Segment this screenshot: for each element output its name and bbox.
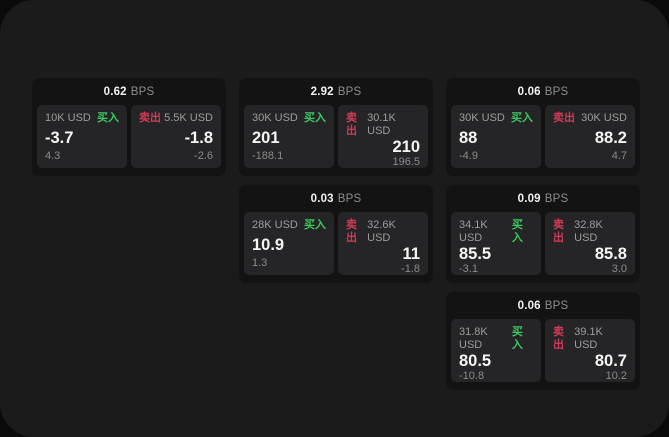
bps-unit-label: BPS xyxy=(544,299,569,312)
buy-amount: 31.8K USD xyxy=(459,326,488,351)
sell-label: 卖出 xyxy=(553,219,564,244)
bps-card: 0.62 BPS 10K USD 买入 -3.7 4.3 卖出 5.5K USD… xyxy=(32,78,226,176)
sell-label: 卖出 xyxy=(553,326,564,351)
bps-unit-label: BPS xyxy=(337,85,362,98)
sell-quote-panel[interactable]: 卖出 30K USD 88.2 4.7 xyxy=(545,105,635,168)
buy-sub-value: 1.3 xyxy=(252,257,268,269)
sell-sub-value: 3.0 xyxy=(611,263,627,275)
buy-label: 买入 xyxy=(97,112,119,124)
buy-label: 买入 xyxy=(511,326,523,351)
sell-label: 卖出 xyxy=(346,219,357,244)
buy-value: 201 xyxy=(252,128,280,147)
bps-unit-label: BPS xyxy=(337,192,362,205)
buy-label: 买入 xyxy=(511,219,523,244)
sell-quote-panel[interactable]: 卖出 32.6K USD 11 -1.8 xyxy=(338,212,428,275)
sell-sub-value: 196.5 xyxy=(392,156,420,168)
bps-unit-label: BPS xyxy=(544,192,569,205)
buy-amount: 28K USD xyxy=(252,219,298,231)
buy-sub-value: 4.3 xyxy=(45,150,61,162)
sell-value: -1.8 xyxy=(184,128,213,147)
bps-header: 0.06 BPS xyxy=(446,292,640,319)
bps-value: 0.06 xyxy=(517,299,541,312)
bps-header: 0.09 BPS xyxy=(446,185,640,212)
bps-header: 0.62 BPS xyxy=(32,78,226,105)
buy-value: 80.5 xyxy=(459,352,492,370)
buy-label: 买入 xyxy=(304,112,326,124)
bps-card: 0.09 BPS 34.1K USD 买入 85.5 -3.1 卖出 32.8K… xyxy=(446,185,640,283)
buy-sub-value: -188.1 xyxy=(252,150,284,162)
buy-quote-panel[interactable]: 30K USD 买入 88 -4.9 xyxy=(451,105,541,168)
buy-amount: 10K USD xyxy=(45,112,91,124)
sell-label: 卖出 xyxy=(346,112,357,137)
buy-quote-panel[interactable]: 31.8K USD 买入 80.5 -10.8 xyxy=(451,319,541,382)
sell-quote-panel[interactable]: 卖出 30.1K USD 210 196.5 xyxy=(338,105,428,168)
buy-quote-panel[interactable]: 28K USD 买入 10.9 1.3 xyxy=(244,212,334,275)
buy-sub-value: -4.9 xyxy=(459,150,478,162)
sell-value: 11 xyxy=(402,245,420,263)
bps-header: 2.92 BPS xyxy=(239,78,433,105)
buy-value: 10.9 xyxy=(252,235,285,254)
buy-value: 88 xyxy=(459,128,478,147)
buy-label: 买入 xyxy=(511,112,533,124)
bps-unit-label: BPS xyxy=(130,85,155,98)
bps-value: 2.92 xyxy=(310,85,334,98)
sell-amount: 30.1K USD xyxy=(367,112,396,137)
buy-value: 85.5 xyxy=(459,245,492,263)
buy-quote-panel[interactable]: 30K USD 买入 201 -188.1 xyxy=(244,105,334,168)
buy-amount: 30K USD xyxy=(459,112,505,124)
sell-label: 卖出 xyxy=(553,112,575,124)
sell-amount: 32.8K USD xyxy=(574,219,603,244)
buy-value: -3.7 xyxy=(45,128,74,147)
bps-unit-label: BPS xyxy=(544,85,569,98)
bps-card: 2.92 BPS 30K USD 买入 201 -188.1 卖出 30.1K … xyxy=(239,78,433,176)
sell-value: 88.2 xyxy=(594,128,627,147)
sell-sub-value: 10.2 xyxy=(605,370,627,382)
bps-value: 0.09 xyxy=(517,192,541,205)
sell-quote-panel[interactable]: 卖出 39.1K USD 80.7 10.2 xyxy=(545,319,635,382)
sell-value: 80.7 xyxy=(594,352,627,370)
buy-sub-value: -3.1 xyxy=(459,263,478,275)
bps-header: 0.06 BPS xyxy=(446,78,640,105)
sell-sub-value: -1.8 xyxy=(401,263,420,275)
bps-header: 0.03 BPS xyxy=(239,185,433,212)
buy-amount: 30K USD xyxy=(252,112,298,124)
buy-amount: 34.1K USD xyxy=(459,219,488,244)
bps-value: 0.62 xyxy=(103,85,127,98)
buy-label: 买入 xyxy=(304,219,326,231)
sell-amount: 32.6K USD xyxy=(367,219,396,244)
sell-value: 210 xyxy=(392,138,420,156)
sell-sub-value: -2.6 xyxy=(194,150,213,162)
bps-card: 0.06 BPS 31.8K USD 买入 80.5 -10.8 卖出 39.1… xyxy=(446,292,640,390)
sell-value: 85.8 xyxy=(594,245,627,263)
sell-quote-panel[interactable]: 卖出 5.5K USD -1.8 -2.6 xyxy=(131,105,221,168)
bps-card: 0.06 BPS 30K USD 买入 88 -4.9 卖出 30K USD 8… xyxy=(446,78,640,176)
sell-amount: 39.1K USD xyxy=(574,326,603,351)
bps-value: 0.03 xyxy=(310,192,334,205)
sell-sub-value: 4.7 xyxy=(611,150,627,162)
buy-quote-panel[interactable]: 10K USD 买入 -3.7 4.3 xyxy=(37,105,127,168)
buy-sub-value: -10.8 xyxy=(459,370,485,382)
sell-label: 卖出 xyxy=(139,112,161,124)
sell-quote-panel[interactable]: 卖出 32.8K USD 85.8 3.0 xyxy=(545,212,635,275)
bps-value: 0.06 xyxy=(517,85,541,98)
sell-amount: 30K USD xyxy=(581,112,627,124)
sell-amount: 5.5K USD xyxy=(164,112,213,124)
bps-card: 0.03 BPS 28K USD 买入 10.9 1.3 卖出 32.6K US… xyxy=(239,185,433,283)
buy-quote-panel[interactable]: 34.1K USD 买入 85.5 -3.1 xyxy=(451,212,541,275)
